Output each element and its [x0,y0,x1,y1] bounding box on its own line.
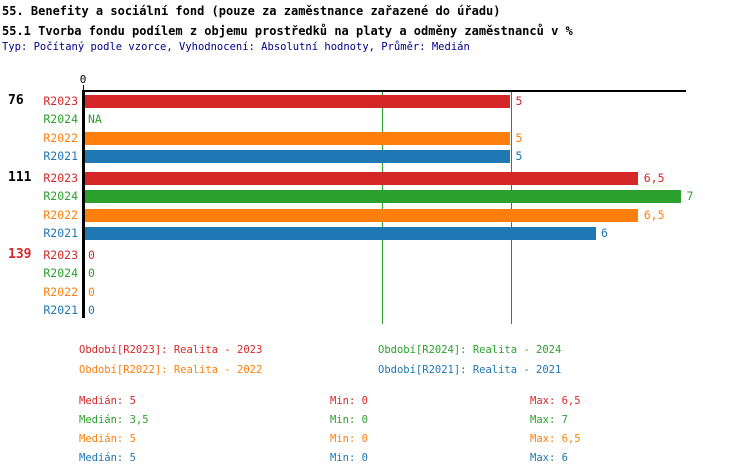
series-label-r2022: R2022 [43,130,78,145]
legend-item-r2023: Období[R2023]: Realita - 2023 [79,344,263,356]
group-label-111: 111 [8,169,32,185]
bar-76-r2022 [84,131,510,145]
stat-min-r2021: Min: 0 [330,452,368,464]
value-label: 0 [88,284,95,299]
series-label-r2024: R2024 [43,112,78,126]
value-label: 5 [515,149,523,163]
bar-111-r2023 [84,171,639,185]
legend-item-r2021: Období[R2021]: Realita - 2021 [378,364,562,376]
value-label: 5 [515,130,523,145]
value-label: 5 [515,93,523,108]
x-axis-line [83,90,686,92]
stat-median-r2024: Medián: 3,5 [79,414,149,426]
bar-111-r2024 [84,190,681,203]
stat-median-r2021: Medián: 5 [79,452,136,464]
series-label-r2021: R2021 [43,303,78,317]
stat-max-r2022: Max: 6,5 [530,433,581,445]
bar-76-r2021 [84,150,510,163]
value-label: 7 [686,189,694,203]
legend-item-r2024: Období[R2024]: Realita - 2024 [378,344,562,356]
bar-76-r2023 [84,94,510,108]
y-axis-line [82,90,85,318]
series-label-r2022: R2022 [43,284,78,299]
series-label-r2024: R2024 [43,189,78,203]
series-label-r2023: R2023 [43,93,78,108]
value-label: 6,5 [643,207,665,222]
reference-line-r2021 [510,90,512,324]
stat-median-r2023: Medián: 5 [79,395,136,407]
value-label: 6 [601,226,608,240]
chart-title: 55. Benefity a sociální fond (pouze za z… [2,4,501,18]
stat-max-r2023: Max: 6,5 [530,395,581,407]
stat-max-r2024: Max: 7 [530,414,568,426]
series-label-r2022: R2022 [43,207,78,222]
series-label-r2021: R2021 [43,226,78,240]
stat-min-r2023: Min: 0 [330,395,368,407]
group-label-76: 76 [8,92,24,108]
value-label: 0 [88,266,95,280]
value-label: 0 [88,247,95,262]
series-label-r2023: R2023 [43,170,78,185]
bar-111-r2021 [84,227,596,240]
series-label-r2023: R2023 [43,247,78,262]
stat-min-r2024: Min: 0 [330,414,368,426]
chart-subtitle: 55.1 Tvorba fondu podílem z objemu prost… [2,24,573,38]
stat-median-r2022: Medián: 5 [79,433,136,445]
zero-tick-label: 0 [79,73,87,86]
value-label: 0 [88,303,95,317]
value-label: 6,5 [643,170,665,185]
series-label-r2021: R2021 [43,149,78,163]
series-label-r2024: R2024 [43,266,78,280]
group-label-139: 139 [8,246,32,262]
bar-111-r2022 [84,208,639,222]
legend-item-r2022: Období[R2022]: Realita - 2022 [79,364,263,376]
value-label: NA [88,112,102,126]
zero-tick-mark [82,85,84,90]
reference-line-r2024 [382,90,384,324]
chart-meta-info: Typ: Počítaný podle vzorce, Vyhodnocení:… [2,41,470,53]
stat-min-r2022: Min: 0 [330,433,368,445]
stat-max-r2021: Max: 6 [530,452,568,464]
